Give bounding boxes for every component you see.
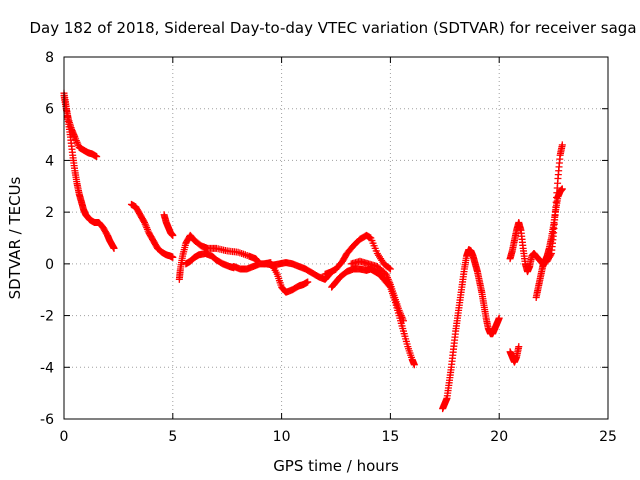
series-track-g — [230, 259, 333, 283]
data-point — [169, 231, 177, 239]
x-tick-label: 15 — [381, 429, 399, 445]
series-track-c — [127, 200, 177, 261]
series-track-d — [160, 211, 177, 239]
data-point — [558, 141, 566, 149]
y-tick-label: 6 — [45, 102, 54, 118]
series-track-k — [347, 257, 407, 325]
data-point — [515, 343, 523, 351]
series-track-b — [60, 89, 118, 252]
y-tick-label: -4 — [40, 360, 54, 376]
x-axis-label: GPS time / hours — [273, 457, 399, 475]
grid-layer — [64, 57, 608, 419]
plot-border — [63, 56, 609, 420]
chart-title: Day 182 of 2018, Sidereal Day-to-day VTE… — [29, 19, 636, 37]
series-track-m — [506, 218, 538, 276]
series-track-i — [321, 231, 394, 278]
x-tick-label: 0 — [60, 429, 69, 445]
x-tick-label: 10 — [273, 429, 291, 445]
x-tick-label: 20 — [490, 429, 508, 445]
data-point — [140, 217, 148, 225]
x-tick-label: 25 — [599, 429, 617, 445]
data-point — [399, 317, 407, 325]
series-track-h — [260, 259, 312, 296]
y-tick-label: 4 — [45, 153, 54, 169]
marks-layer — [60, 89, 566, 413]
y-axis-label: SDTVAR / TECUs — [6, 176, 24, 299]
series-track-l — [439, 246, 503, 413]
data-point — [304, 278, 312, 286]
data-point — [558, 185, 566, 193]
data-point — [386, 265, 394, 273]
data-point — [385, 264, 393, 272]
data-point — [93, 153, 101, 161]
data-point — [547, 251, 555, 259]
y-tick-label: 2 — [45, 205, 54, 221]
ticks-layer: 0 5 10 15 20 25 -6 -4 -2 0 2 4 6 8 — [40, 50, 617, 445]
series-track-p — [530, 141, 566, 268]
x-tick-label: 5 — [168, 429, 177, 445]
series-track-n — [506, 343, 523, 366]
series-track-e — [175, 231, 262, 283]
data-point — [495, 314, 503, 322]
data-point — [110, 244, 118, 252]
y-tick-label: -6 — [40, 412, 54, 428]
y-tick-label: -2 — [40, 309, 54, 325]
data-point — [169, 253, 177, 261]
y-tick-label: 0 — [45, 257, 54, 273]
y-tick-label: 8 — [45, 50, 54, 66]
series-track-f — [182, 250, 238, 272]
data-point — [410, 361, 418, 369]
